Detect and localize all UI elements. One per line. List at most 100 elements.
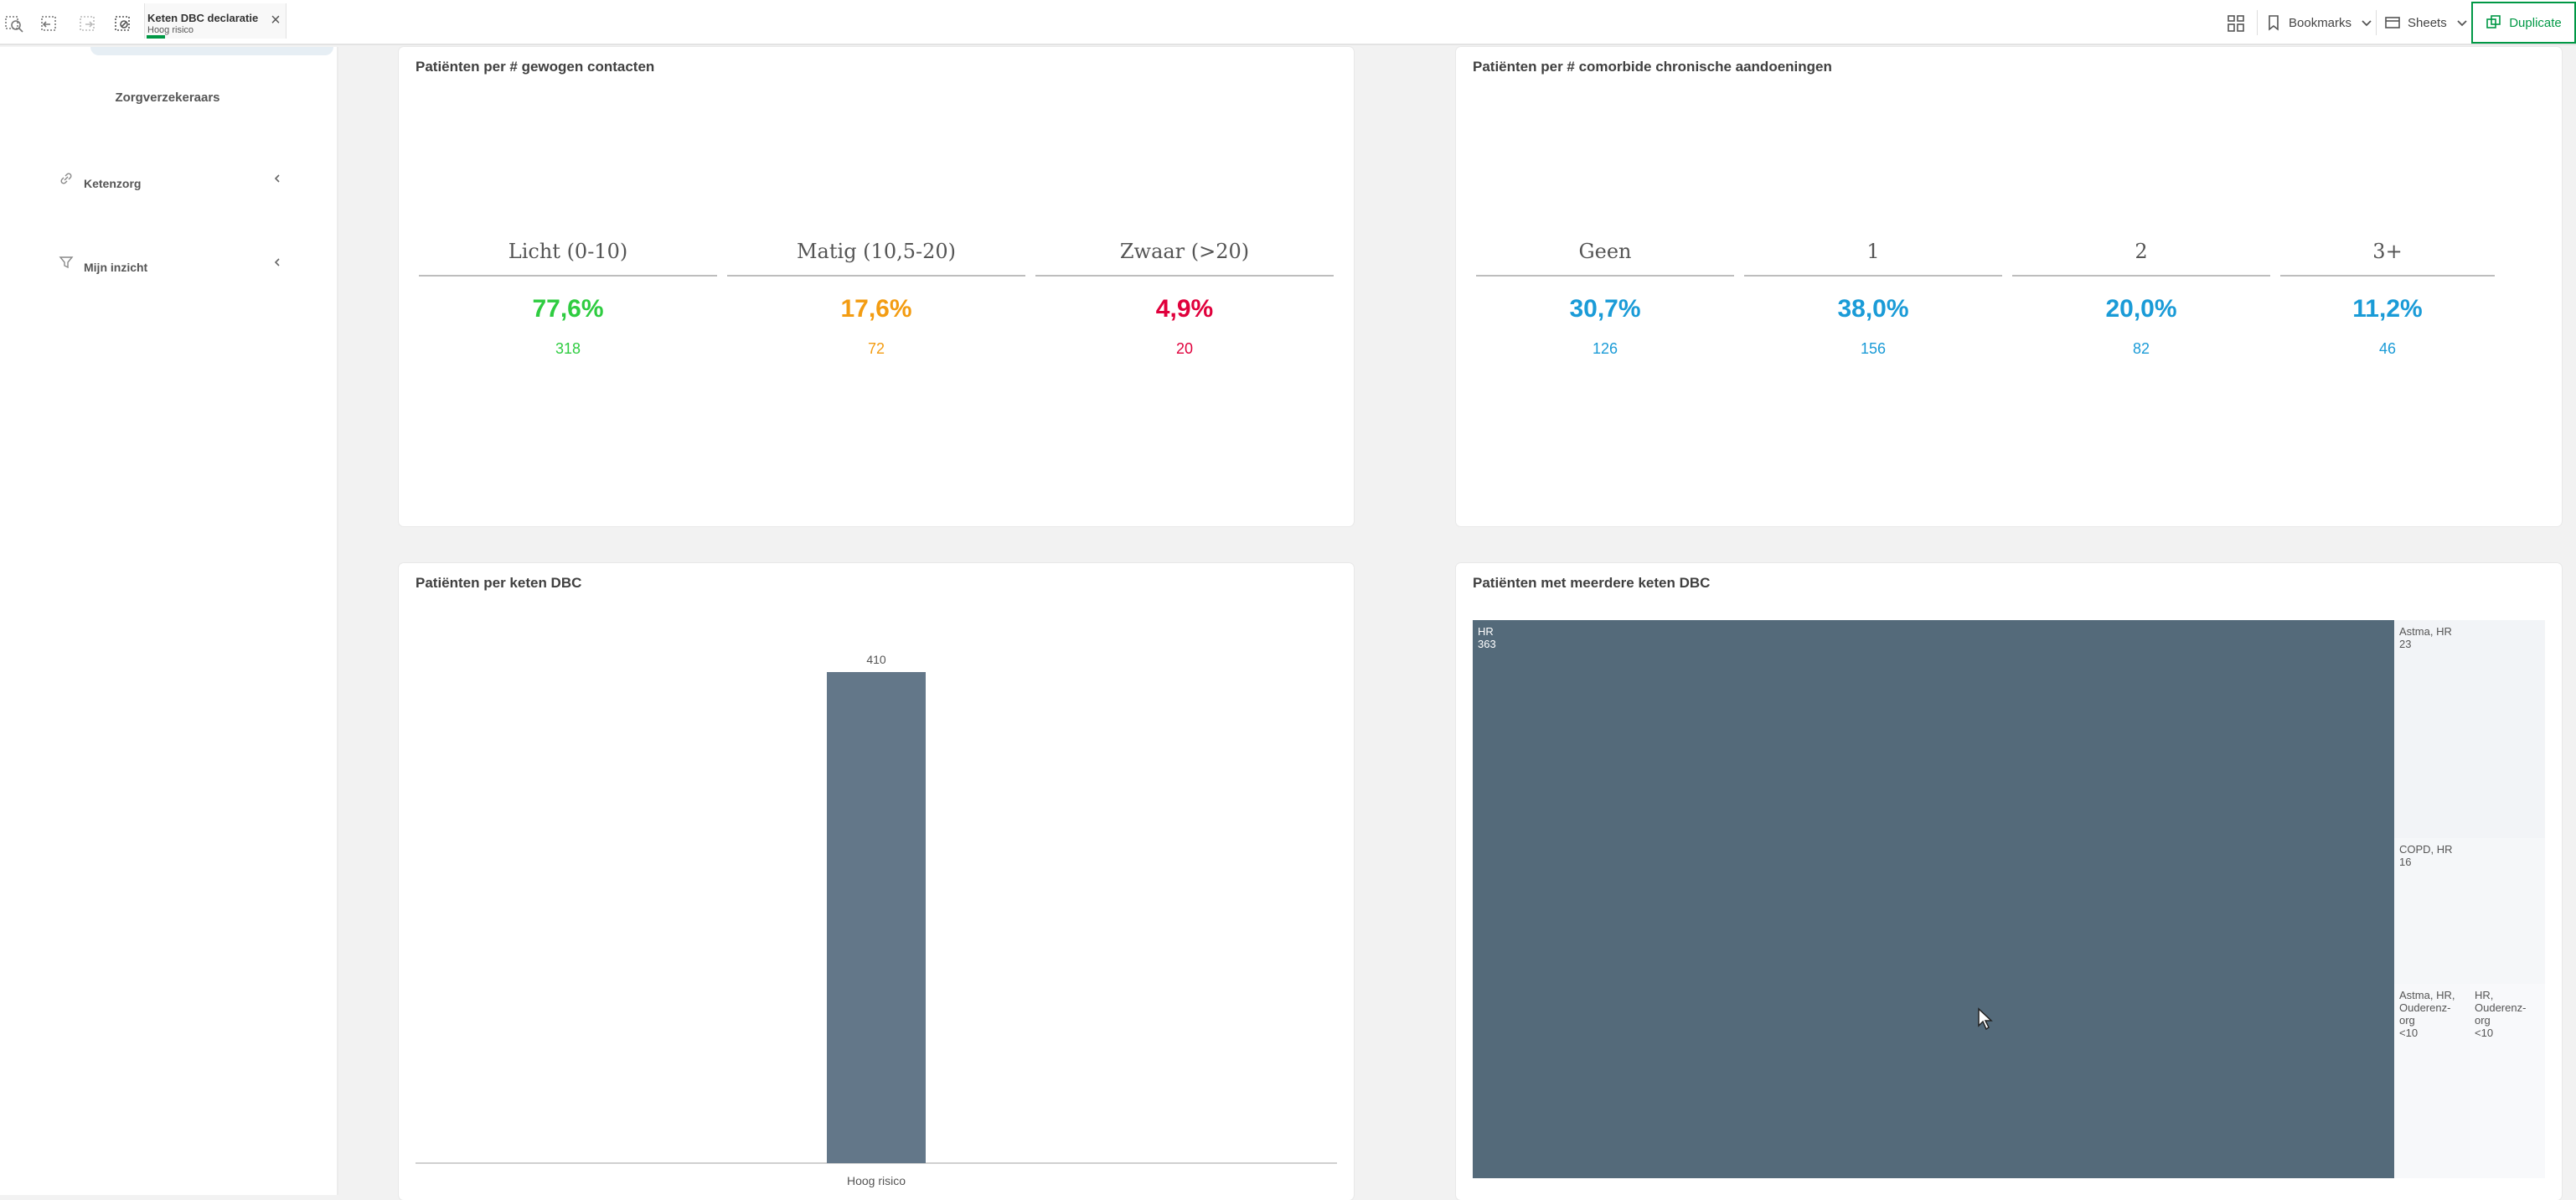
kpi-matig[interactable]: Matig (10,5-20) 17,6% 72: [727, 240, 1025, 382]
selection-forward-icon[interactable]: [77, 13, 99, 34]
chevron-left-icon: [270, 171, 285, 186]
kpi-geen[interactable]: Geen 30,7% 126: [1476, 240, 1734, 382]
kpi-percentage: 30,7%: [1569, 295, 1641, 323]
treemap-cell-name: COPD, HR: [2399, 843, 2453, 856]
duplicate-label: Duplicate: [2509, 15, 2562, 30]
card-meerdere-keten-dbc[interactable]: Patiënten met meerdere keten DBC HR 363 A…: [1456, 563, 2562, 1200]
treemap-cell-value: <10: [2475, 1027, 2494, 1039]
treemap-cell-value: <10: [2399, 1027, 2419, 1039]
card-title: Patiënten per keten DBC: [416, 575, 582, 591]
kpi-label: 2: [2135, 240, 2148, 263]
treemap-cell-name: HR, Ouderenz-org: [2475, 989, 2527, 1027]
treemap-cell-copd-hr[interactable]: COPD, HR 16: [2394, 838, 2545, 984]
toolbar-divider: [2257, 10, 2258, 35]
sheets-label: Sheets: [2408, 15, 2447, 30]
clear-selections-icon[interactable]: [112, 13, 134, 34]
treemap-cell-value: 363: [1478, 638, 1496, 650]
duplicate-button[interactable]: Duplicate: [2471, 2, 2576, 44]
kpi-licht[interactable]: Licht (0-10) 77,6% 318: [419, 240, 717, 382]
treemap-cell-hr[interactable]: HR 363: [1473, 620, 2394, 1178]
selection-chip[interactable]: Keten DBC declaratie Hoog risico ×: [144, 3, 287, 39]
card-comorbide-aandoeningen[interactable]: Patiënten per # comorbide chronische aan…: [1456, 47, 2562, 526]
duplicate-icon: [2486, 15, 2501, 28]
toolbar-divider: [2376, 10, 2377, 35]
card-keten-dbc[interactable]: Patiënten per keten DBC 410 Hoog risico: [399, 563, 1354, 1200]
kpi-percentage: 38,0%: [1837, 295, 1909, 323]
kpi-percentage: 20,0%: [2105, 295, 2177, 323]
filter-icon: [59, 255, 74, 270]
kpi-percentage: 11,2%: [2352, 295, 2423, 323]
bookmark-icon: [2269, 15, 2279, 31]
close-icon[interactable]: ×: [271, 11, 281, 29]
treemap-cell-name: Astma, HR, Ouderenz-org: [2399, 989, 2455, 1027]
sidebar-link-zorgverzekeraars[interactable]: Zorgverzekeraars: [115, 91, 220, 105]
selection-back-icon[interactable]: [39, 13, 60, 34]
treemap-cell-name: HR: [1478, 625, 1494, 638]
treemap-cell-label: HR 363: [1478, 625, 1496, 650]
sidebar-item-ketenzorg[interactable]: Ketenzorg: [59, 171, 285, 196]
kpi-divider: [727, 275, 1025, 277]
kpi-een[interactable]: 1 38,0% 156: [1744, 240, 2002, 382]
chevron-down-icon: [2457, 20, 2467, 27]
treemap-cell-name: Astma, HR: [2399, 625, 2452, 638]
treemap-cell-astma-hr-ouderenzorg[interactable]: Astma, HR, Ouderenz-org <10: [2394, 984, 2470, 1178]
card-title: Patiënten met meerdere keten DBC: [1473, 575, 1711, 591]
top-toolbar: Keten DBC declaratie Hoog risico × Bookm…: [0, 0, 2576, 45]
card-gewogen-contacten[interactable]: Patiënten per # gewogen contacten Licht …: [399, 47, 1354, 526]
kpi-divider: [419, 275, 717, 277]
kpi-percentage: 4,9%: [1155, 295, 1214, 323]
treemap-cell-label: HR, Ouderenz-org <10: [2475, 989, 2533, 1039]
kpi-count: 82: [2132, 340, 2150, 357]
kpi-zwaar[interactable]: Zwaar (>20) 4,9% 20: [1035, 240, 1334, 382]
kpi-count: 20: [1175, 340, 1194, 357]
bar-hoog-risico[interactable]: [827, 672, 926, 1163]
selection-state-bar: [147, 35, 165, 39]
kpi-label: Licht (0-10): [508, 240, 628, 263]
chevron-down-icon: [2362, 20, 2372, 27]
kpi-count: 156: [1860, 340, 1887, 357]
treemap-cell-label: Astma, HR, Ouderenz-org <10: [2399, 989, 2466, 1039]
treemap-cell-label: COPD, HR 16: [2399, 843, 2453, 868]
treemap[interactable]: HR 363 Astma, HR 23 COPD, HR 16 Astma, HR, …: [1473, 620, 2545, 1178]
kpi-count: 126: [1592, 340, 1618, 357]
treemap-cell-label: Astma, HR 23: [2399, 625, 2452, 650]
selection-field-value: Hoog risico: [147, 25, 194, 35]
kpi-count: 318: [555, 340, 581, 357]
kpi-label: 3+: [2372, 240, 2403, 263]
sidebar-item-mijn-inzicht[interactable]: Mijn inzicht: [59, 255, 285, 280]
sidebar-item-label: Ketenzorg: [84, 177, 142, 190]
treemap-cell-hr-ouderenzorg[interactable]: HR, Ouderenz-org <10: [2470, 984, 2545, 1178]
treemap-cell-value: 23: [2399, 638, 2412, 650]
kpi-divider: [2012, 275, 2270, 277]
kpi-label: Geen: [1578, 240, 1632, 263]
sheets-button[interactable]: Sheets: [2384, 0, 2470, 45]
kpi-count: 72: [867, 340, 885, 357]
kpi-drie-plus[interactable]: 3+ 11,2% 46: [2280, 240, 2495, 382]
kpi-percentage: 17,6%: [840, 295, 912, 323]
sidebar-active-item[interactable]: [90, 47, 333, 55]
treemap-cell-astma-hr[interactable]: Astma, HR 23: [2394, 620, 2545, 838]
x-tick-label: Hoog risico: [847, 1174, 906, 1187]
sidebar: Zorgverzekeraars Ketenzorg Mijn inzicht: [0, 47, 338, 1195]
selection-field-name: Keten DBC declaratie: [147, 12, 259, 24]
kpi-divider: [1035, 275, 1334, 277]
sidebar-item-label: Mijn inzicht: [84, 261, 148, 274]
kpi-divider: [1744, 275, 2002, 277]
kpi-percentage: 77,6%: [532, 295, 604, 323]
kpi-divider: [2280, 275, 2495, 277]
kpi-count: 46: [2378, 340, 2397, 357]
card-title: Patiënten per # comorbide chronische aan…: [1473, 59, 1832, 75]
kpi-twee[interactable]: 2 20,0% 82: [2012, 240, 2270, 382]
smart-search-icon[interactable]: [3, 13, 25, 34]
kpi-label: Matig (10,5-20): [796, 240, 956, 263]
mouse-cursor-icon: [1978, 1007, 1993, 1031]
bar-data-label: 410: [866, 653, 886, 666]
kpi-label: 1: [1866, 240, 1880, 263]
bookmarks-button[interactable]: Bookmarks: [2265, 0, 2375, 45]
chevron-left-icon: [270, 255, 285, 270]
card-title: Patiënten per # gewogen contacten: [416, 59, 655, 75]
sheets-icon: [2385, 17, 2400, 28]
bar-chart[interactable]: 410 Hoog risico: [399, 563, 1354, 1195]
grid-toggle-icon[interactable]: [2225, 13, 2247, 34]
bookmarks-label: Bookmarks: [2289, 15, 2352, 30]
